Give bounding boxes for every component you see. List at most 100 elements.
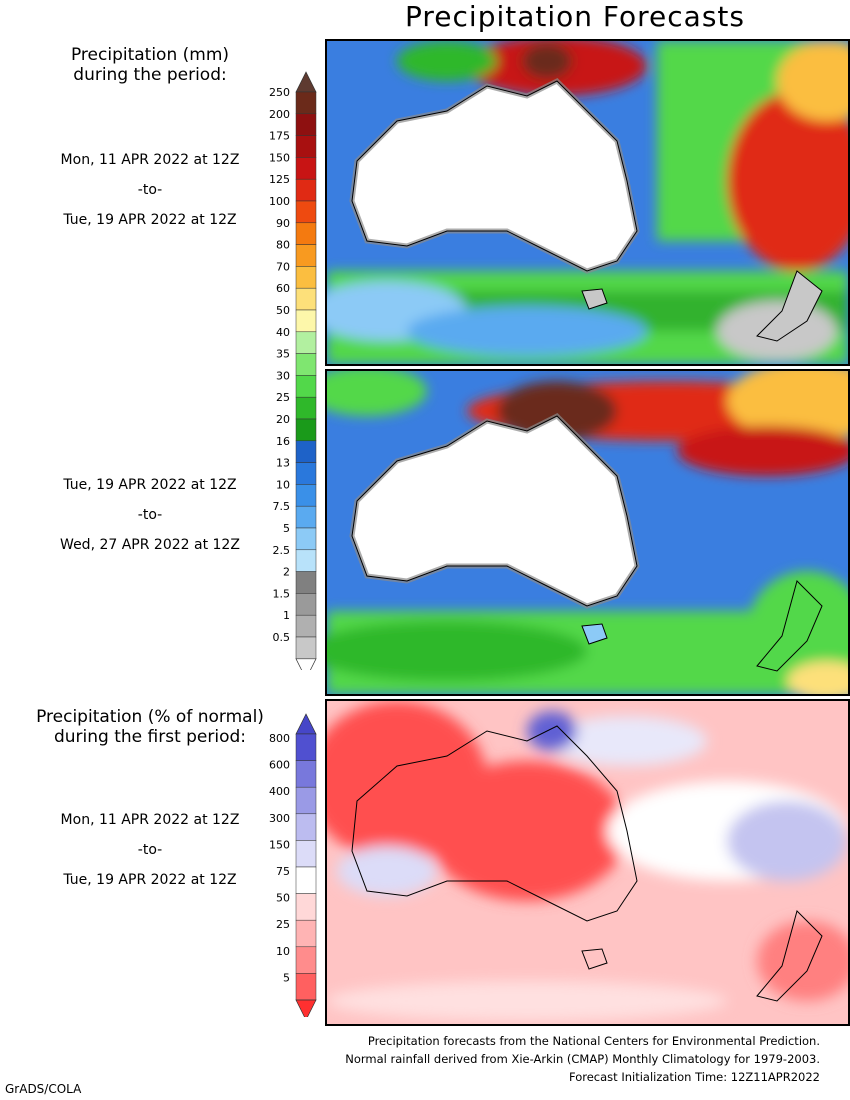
pct-colorbar-tick-label: 300 bbox=[269, 812, 290, 825]
pct-colorbar-swatch bbox=[295, 866, 317, 894]
mm-colorbar-swatch bbox=[295, 309, 317, 333]
footer-line3: Forecast Initialization Time: 12Z11APR20… bbox=[569, 1070, 820, 1084]
pct-colorbar-top-cap bbox=[295, 713, 317, 735]
mm-colorbar-tick-label: 25 bbox=[276, 391, 290, 404]
pct-colorbar-tick-label: 25 bbox=[276, 918, 290, 931]
mm-heading-line1: Precipitation (mm) bbox=[70, 45, 230, 65]
mm-colorbar-swatch bbox=[295, 527, 317, 551]
footer: Precipitation forecasts from the Nationa… bbox=[220, 1032, 820, 1086]
mm-colorbar-swatch bbox=[295, 157, 317, 180]
mm-colorbar-tick-label: 30 bbox=[276, 369, 290, 382]
mm-colorbar-swatch bbox=[295, 614, 317, 638]
mm-colorbar-swatch bbox=[295, 462, 317, 485]
mm-colorbar-swatch bbox=[295, 222, 317, 245]
mm-colorbar-tick-label: 40 bbox=[276, 326, 290, 339]
mm-colorbar-tick-label: 2.5 bbox=[273, 544, 291, 557]
mm-colorbar-tick-label: 5 bbox=[283, 522, 290, 535]
map-panel-period1 bbox=[325, 39, 850, 366]
period1-end: Tue, 19 APR 2022 at 12Z bbox=[63, 212, 237, 228]
mm-colorbar-tick-label: 7.5 bbox=[273, 500, 291, 513]
mm-colorbar-swatch bbox=[295, 178, 317, 202]
pct-heading: Precipitation (% of normal) during the f… bbox=[10, 707, 290, 747]
mm-colorbar-swatch bbox=[295, 91, 317, 115]
grads-credit: GrADS/COLA bbox=[5, 1082, 82, 1096]
pct-colorbar-swatch bbox=[295, 946, 317, 974]
mm-colorbar-swatch bbox=[295, 113, 317, 136]
pct-colorbar-tick-label: 800 bbox=[269, 732, 290, 745]
mm-colorbar-tick-label: 13 bbox=[276, 457, 290, 470]
mm-colorbar-tick-label: 50 bbox=[276, 304, 290, 317]
mm-colorbar-swatch bbox=[295, 135, 317, 158]
mm-colorbar-tick-label: 1.5 bbox=[273, 587, 291, 600]
pct-colorbar-swatch bbox=[295, 786, 317, 815]
pct-colorbar-tick-label: 600 bbox=[269, 759, 290, 772]
pct-colorbar-swatch bbox=[295, 840, 317, 868]
mm-colorbar-tick-label: 150 bbox=[269, 151, 290, 164]
footer-line2: Normal rainfall derived from Xie-Arkin (… bbox=[345, 1052, 820, 1066]
precip-map-period1 bbox=[327, 41, 848, 364]
mm-colorbar-top-cap bbox=[295, 71, 317, 93]
mm-colorbar-swatch bbox=[295, 418, 317, 442]
mm-colorbar-swatch bbox=[295, 396, 317, 420]
mm-colorbar-tick-label: 90 bbox=[276, 217, 290, 230]
mm-colorbar-tick-label: 175 bbox=[269, 130, 290, 143]
pct-colorbar-swatch bbox=[295, 813, 317, 841]
footer-line1: Precipitation forecasts from the Nationa… bbox=[367, 1034, 820, 1048]
mm-colorbar-tick-label: 20 bbox=[276, 413, 290, 426]
pct-colorbar-tick-label: 75 bbox=[276, 865, 290, 878]
pct-colorbar-bottom-cap bbox=[295, 999, 317, 1017]
mm-colorbar-tick-label: 80 bbox=[276, 239, 290, 252]
pct-colorbar-tick-label: 5 bbox=[283, 971, 290, 984]
mm-colorbar-swatch bbox=[295, 200, 317, 224]
pct-colorbar-swatch bbox=[295, 733, 317, 761]
mm-colorbar-swatch bbox=[295, 287, 317, 311]
precip-map-period2 bbox=[327, 371, 848, 694]
mm-heading: Precipitation (mm) during the period: bbox=[30, 45, 270, 85]
mm-colorbar-tick-label: 16 bbox=[276, 435, 290, 448]
pct-colorbar-tick-label: 50 bbox=[276, 892, 290, 905]
page-title: Precipitation Forecasts bbox=[405, 0, 745, 33]
pct-colorbar-swatch bbox=[295, 973, 317, 1001]
period3-sep: -to- bbox=[137, 842, 163, 858]
mm-colorbar-tick-label: 200 bbox=[269, 108, 290, 121]
pct-colorbar-swatch bbox=[295, 760, 317, 788]
mm-colorbar-tick-label: 0.5 bbox=[273, 631, 291, 644]
mm-colorbar: 2502001751501251009080706050403530252016… bbox=[269, 71, 317, 670]
mm-colorbar-swatch bbox=[295, 244, 317, 267]
period2-end: Wed, 27 APR 2022 at 12Z bbox=[60, 537, 240, 553]
pct-heading-line2: during the first period: bbox=[53, 727, 247, 747]
mm-colorbar-swatch bbox=[295, 375, 317, 398]
mm-colorbar-tick-label: 2 bbox=[283, 566, 290, 579]
mm-colorbar-tick-label: 35 bbox=[276, 348, 290, 361]
mm-colorbar-tick-label: 100 bbox=[269, 195, 290, 208]
mm-colorbar-tick-label: 10 bbox=[276, 478, 290, 491]
pct-colorbar-swatch bbox=[295, 919, 317, 948]
pct-colorbar-tick-label: 400 bbox=[269, 785, 290, 798]
mm-colorbar-bottom-cap bbox=[295, 658, 317, 670]
mm-heading-line2: during the period: bbox=[73, 65, 227, 85]
mm-colorbar-swatch bbox=[295, 636, 317, 660]
period1-sep: -to- bbox=[137, 182, 163, 198]
pct-heading-line1: Precipitation (% of normal) bbox=[36, 707, 264, 727]
mm-colorbar-tick-label: 125 bbox=[269, 173, 290, 186]
map-panel-percent-normal bbox=[325, 699, 850, 1026]
map-panel-period2 bbox=[325, 369, 850, 696]
mm-colorbar-swatch bbox=[295, 571, 317, 594]
mm-colorbar-swatch bbox=[295, 549, 317, 572]
mm-colorbar-swatch bbox=[295, 593, 317, 616]
period1-start: Mon, 11 APR 2022 at 12Z bbox=[60, 152, 240, 168]
mm-colorbar-tick-label: 70 bbox=[276, 260, 290, 273]
mm-colorbar-tick-label: 250 bbox=[269, 86, 290, 99]
pct-colorbar-swatch bbox=[295, 893, 317, 921]
pct-colorbar-tick-label: 150 bbox=[269, 838, 290, 851]
mm-colorbar-swatch bbox=[295, 440, 317, 463]
mm-colorbar-swatch bbox=[295, 331, 317, 354]
pct-colorbar: 800 600 400 300 150 75 50 25 10 5 bbox=[269, 713, 317, 1017]
mm-colorbar-tick-label: 1 bbox=[283, 609, 290, 622]
mm-colorbar-swatch bbox=[295, 484, 317, 507]
mm-colorbar-swatch bbox=[295, 505, 317, 529]
period3-end: Tue, 19 APR 2022 at 12Z bbox=[63, 872, 237, 888]
mm-colorbar-swatch bbox=[295, 353, 317, 376]
period3-start: Mon, 11 APR 2022 at 12Z bbox=[60, 812, 240, 828]
period2-start: Tue, 19 APR 2022 at 12Z bbox=[63, 477, 237, 493]
